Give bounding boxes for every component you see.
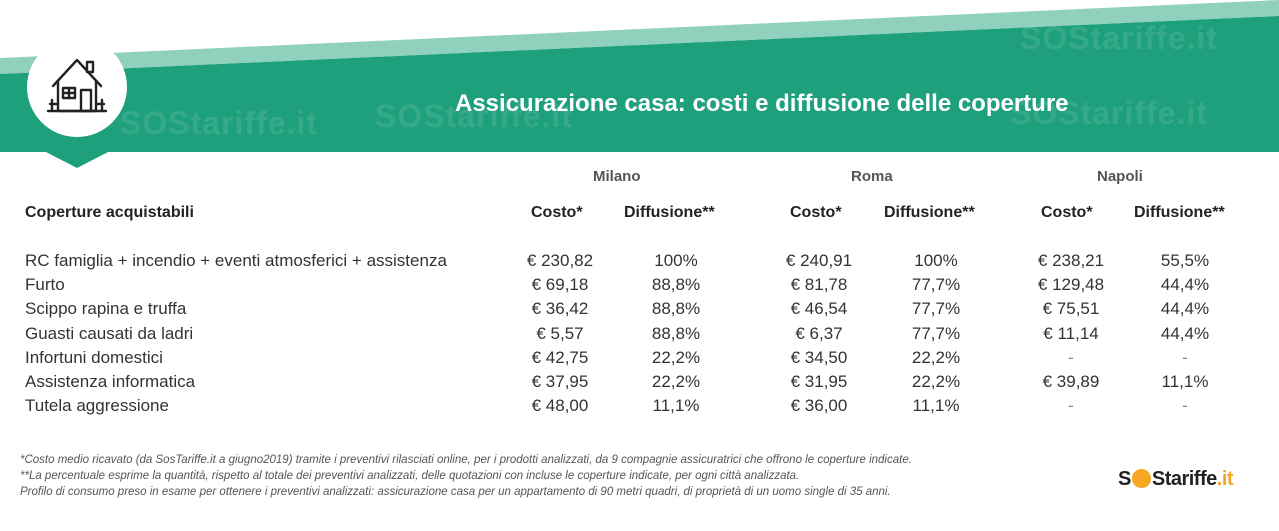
cell-costo-roma: € 81,78 bbox=[790, 275, 848, 295]
cell-costo-milano: € 36,42 bbox=[531, 299, 589, 319]
column-header-diffusione: Diffusione** bbox=[624, 204, 715, 221]
row-label: RC famiglia + incendio + eventi atmosfer… bbox=[25, 251, 447, 270]
footnote: Profilo di consumo preso in esame per ot… bbox=[20, 486, 891, 498]
page-title: Assicurazione casa: costi e diffusione d… bbox=[455, 90, 1069, 117]
cell-diffusione-napoli: 44,4% bbox=[1160, 323, 1210, 343]
watermark: SOStariffe.it bbox=[1020, 20, 1218, 56]
cell-diffusione-napoli: - bbox=[1182, 396, 1188, 416]
footnote: *Costo medio ricavato (da SosTariffe.it … bbox=[20, 454, 912, 466]
column-header-costo: Costo* bbox=[1041, 204, 1093, 221]
icon-circle bbox=[27, 37, 127, 137]
cell-diffusione-napoli: 44,4% bbox=[1160, 299, 1210, 319]
cell-diffusione-napoli: - bbox=[1182, 347, 1188, 367]
cell-diffusione-napoli: 44,4% bbox=[1160, 275, 1210, 295]
cell-costo-napoli: - bbox=[1068, 347, 1074, 367]
footnote: **La percentuale esprime la quantità, ri… bbox=[20, 470, 800, 482]
logo-dot: .it bbox=[1216, 468, 1234, 490]
cell-diffusione-milano: 22,2% bbox=[651, 372, 701, 391]
banner-light-stripe bbox=[0, 0, 1279, 74]
watermark: SOStariffe.it bbox=[120, 105, 318, 141]
cell-costo-roma: € 36,00 bbox=[790, 396, 848, 416]
cell-costo-milano: € 42,75 bbox=[531, 347, 589, 367]
cell-diffusione-milano: 88,8% bbox=[651, 299, 701, 319]
cell-diffusione-milano: 88,8% bbox=[651, 275, 701, 295]
cell-costo-roma: € 240,91 bbox=[785, 251, 853, 270]
cell-diffusione-roma: 77,7% bbox=[911, 323, 961, 343]
footnotes: *Costo medio ricavato (da SosTariffe.it … bbox=[20, 452, 1100, 500]
banner-main bbox=[0, 16, 1279, 152]
column-header-diffusione: Diffusione** bbox=[884, 204, 975, 221]
row-label: Guasti causati da ladri bbox=[25, 323, 194, 343]
cell-diffusione-roma: 77,7% bbox=[911, 299, 961, 319]
row-label: Furto bbox=[25, 275, 65, 295]
city-header-milano: Milano bbox=[593, 168, 641, 185]
cell-costo-napoli: € 11,14 bbox=[1043, 323, 1099, 343]
city-header-napoli: Napoli bbox=[1097, 168, 1143, 185]
banner-pointer bbox=[42, 150, 112, 168]
cell-costo-napoli: € 238,21 bbox=[1037, 251, 1105, 270]
cell-costo-milano: € 230,82 bbox=[526, 251, 594, 270]
cell-diffusione-roma: 11,1% bbox=[912, 396, 960, 416]
cell-costo-roma: € 34,50 bbox=[790, 347, 848, 367]
cell-costo-napoli: € 39,89 bbox=[1042, 372, 1100, 391]
cell-diffusione-roma: 22,2% bbox=[911, 347, 961, 367]
cell-diffusione-roma: 77,7% bbox=[911, 275, 961, 295]
cell-diffusione-roma: 100% bbox=[914, 251, 958, 270]
logo-suffix: tariffe bbox=[1164, 468, 1218, 490]
cell-diffusione-milano: 100% bbox=[654, 251, 698, 270]
cell-costo-milano: € 69,18 bbox=[531, 275, 589, 295]
cell-costo-roma: € 31,95 bbox=[790, 372, 848, 391]
watermark: SOStariffe.it bbox=[1010, 95, 1208, 131]
cell-costo-milano: € 48,00 bbox=[531, 396, 589, 416]
sostariffe-logo: S Stariffe.it bbox=[1118, 468, 1234, 494]
row-label: Scippo rapina e truffa bbox=[25, 299, 187, 319]
column-header-costo: Costo* bbox=[790, 204, 842, 221]
cell-costo-roma: € 6,37 bbox=[795, 323, 843, 343]
row-label: Tutela aggressione bbox=[25, 396, 169, 416]
cell-diffusione-napoli: 11,1% bbox=[1161, 372, 1209, 391]
cell-costo-milano: € 5,57 bbox=[536, 323, 584, 343]
cell-diffusione-milano: 88,8% bbox=[651, 323, 701, 343]
cell-diffusione-napoli: 55,5% bbox=[1160, 251, 1210, 270]
cell-diffusione-milano: 11,1% bbox=[652, 396, 700, 416]
cell-costo-napoli: - bbox=[1068, 396, 1074, 416]
header-banner bbox=[0, 0, 1279, 168]
column-header-costo: Costo* bbox=[531, 204, 583, 221]
house-icon bbox=[46, 58, 108, 113]
logo-mid: S bbox=[1151, 468, 1165, 490]
row-label: Infortuni domestici bbox=[25, 347, 163, 367]
column-header-diffusione: Diffusione** bbox=[1134, 204, 1225, 221]
cell-diffusione-milano: 22,2% bbox=[651, 347, 701, 367]
cell-costo-roma: € 46,54 bbox=[790, 299, 848, 319]
cell-costo-napoli: € 75,51 bbox=[1042, 299, 1100, 319]
cell-diffusione-roma: 22,2% bbox=[911, 372, 961, 391]
cell-costo-milano: € 37,95 bbox=[531, 372, 589, 391]
row-label: Assistenza informatica bbox=[25, 372, 196, 391]
logo-prefix: S bbox=[1118, 468, 1131, 490]
row-header: Coperture acquistabili bbox=[25, 204, 194, 221]
city-header-roma: Roma bbox=[851, 168, 893, 185]
cell-costo-napoli: € 129,48 bbox=[1037, 275, 1105, 295]
watermark: SOStariffe.it bbox=[375, 98, 573, 134]
logo-o-mark bbox=[1131, 469, 1151, 488]
